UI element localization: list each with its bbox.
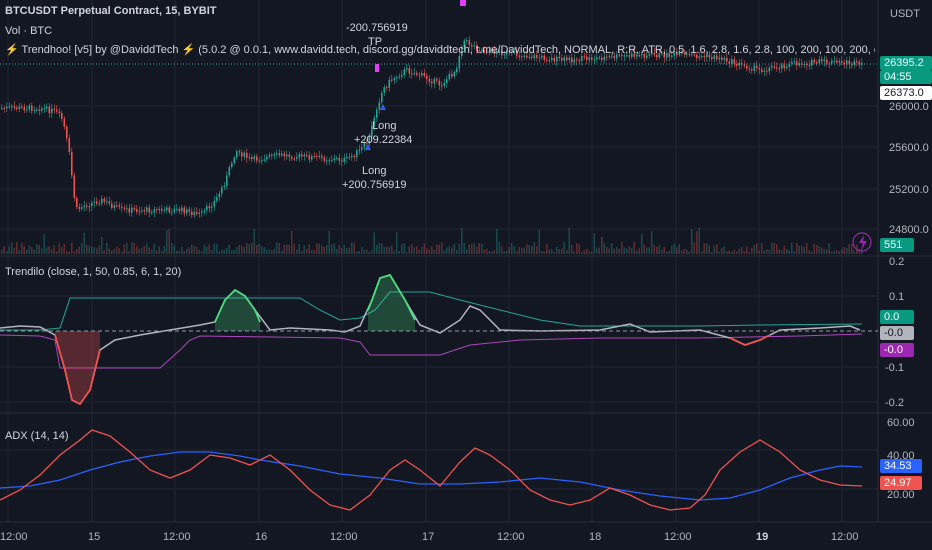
strategy-legend[interactable]: ⚡ Trendhoo! [v5] by @DaviddTech ⚡ (5.0.2… bbox=[5, 43, 875, 56]
tp-label: TP bbox=[368, 36, 383, 48]
time-tick: 16 bbox=[255, 531, 268, 543]
adx-tick: 60.00 bbox=[887, 417, 915, 429]
trendilo-plot[interactable] bbox=[0, 273, 863, 406]
strategy-title: ⚡ Trendhoo! [v5] by @DaviddTech ⚡ (5.0.2… bbox=[5, 44, 875, 56]
symbol-legend[interactable]: BTCUSDT Perpetual Contract, 15, BYBIT bbox=[5, 5, 216, 17]
currency-label: USDT bbox=[890, 8, 920, 20]
last-price-tag[interactable]: 26395.2 bbox=[880, 56, 932, 70]
candlesticks[interactable] bbox=[1, 36, 863, 219]
adx-blue-tag: 34.53 bbox=[880, 459, 922, 473]
trendilo-mid-tag: -0.0 bbox=[880, 326, 914, 340]
volume-legend[interactable]: Vol · BTC bbox=[5, 25, 52, 37]
long-label: Long bbox=[372, 120, 397, 132]
time-tick: 12:00 bbox=[163, 531, 191, 543]
countdown-tag: 04:55 bbox=[880, 70, 932, 84]
trendilo-tick: -0.2 bbox=[885, 397, 904, 409]
time-tick: 12:00 bbox=[497, 531, 525, 543]
price-tick: 25600.0 bbox=[889, 142, 929, 154]
time-tick: 18 bbox=[589, 531, 602, 543]
trendilo-title[interactable]: Trendilo (close, 1, 50, 0.85, 6, 1, 20) bbox=[5, 266, 182, 278]
time-tick: 12:00 bbox=[0, 531, 28, 543]
price-tick: 26000.0 bbox=[889, 101, 929, 113]
trendilo-tick: 0.1 bbox=[889, 291, 905, 303]
trade-markers bbox=[365, 0, 466, 150]
short-value-label: -200.756919 bbox=[346, 22, 408, 34]
price-tick: 24800.0 bbox=[889, 224, 929, 236]
short-marker bbox=[460, 0, 466, 6]
time-tick: 15 bbox=[88, 531, 101, 543]
adx-title[interactable]: ADX (14, 14) bbox=[5, 430, 69, 442]
crosshair-price-tag[interactable]: 26373.0 bbox=[880, 86, 932, 100]
long-label: Long bbox=[362, 165, 387, 177]
grid-lines bbox=[0, 0, 878, 522]
lightning-icon[interactable] bbox=[852, 232, 872, 252]
adx-red-tag: 24.97 bbox=[880, 476, 922, 490]
price-tick: 25200.0 bbox=[889, 184, 929, 196]
entry-marker bbox=[375, 64, 379, 72]
time-tick: 17 bbox=[422, 531, 435, 543]
trendilo-tick: -0.1 bbox=[885, 362, 904, 374]
trendilo-upper-tag: 0.0 bbox=[880, 310, 914, 324]
time-tick: 12:00 bbox=[831, 531, 859, 543]
volume-tag: 551 bbox=[880, 238, 914, 252]
time-tick: 12:00 bbox=[330, 531, 358, 543]
trendilo-lower-tag: -0.0 bbox=[880, 343, 914, 357]
time-tick: 19 bbox=[756, 531, 769, 543]
trendilo-tick: 0.2 bbox=[889, 256, 905, 268]
volume-title: Vol · BTC bbox=[5, 25, 53, 37]
long-arrow bbox=[365, 144, 371, 150]
adx-tick: 20.00 bbox=[887, 489, 915, 501]
adx-plot[interactable] bbox=[0, 429, 863, 511]
time-tick: 12:00 bbox=[664, 531, 692, 543]
long-value-label: +209.22384 bbox=[354, 134, 413, 146]
long-arrow bbox=[380, 104, 386, 110]
symbol-title: BTCUSDT Perpetual Contract, 15, BYBIT bbox=[5, 5, 217, 17]
volume-bars bbox=[1, 227, 863, 254]
long-value-label: +200.756919 bbox=[342, 179, 407, 191]
